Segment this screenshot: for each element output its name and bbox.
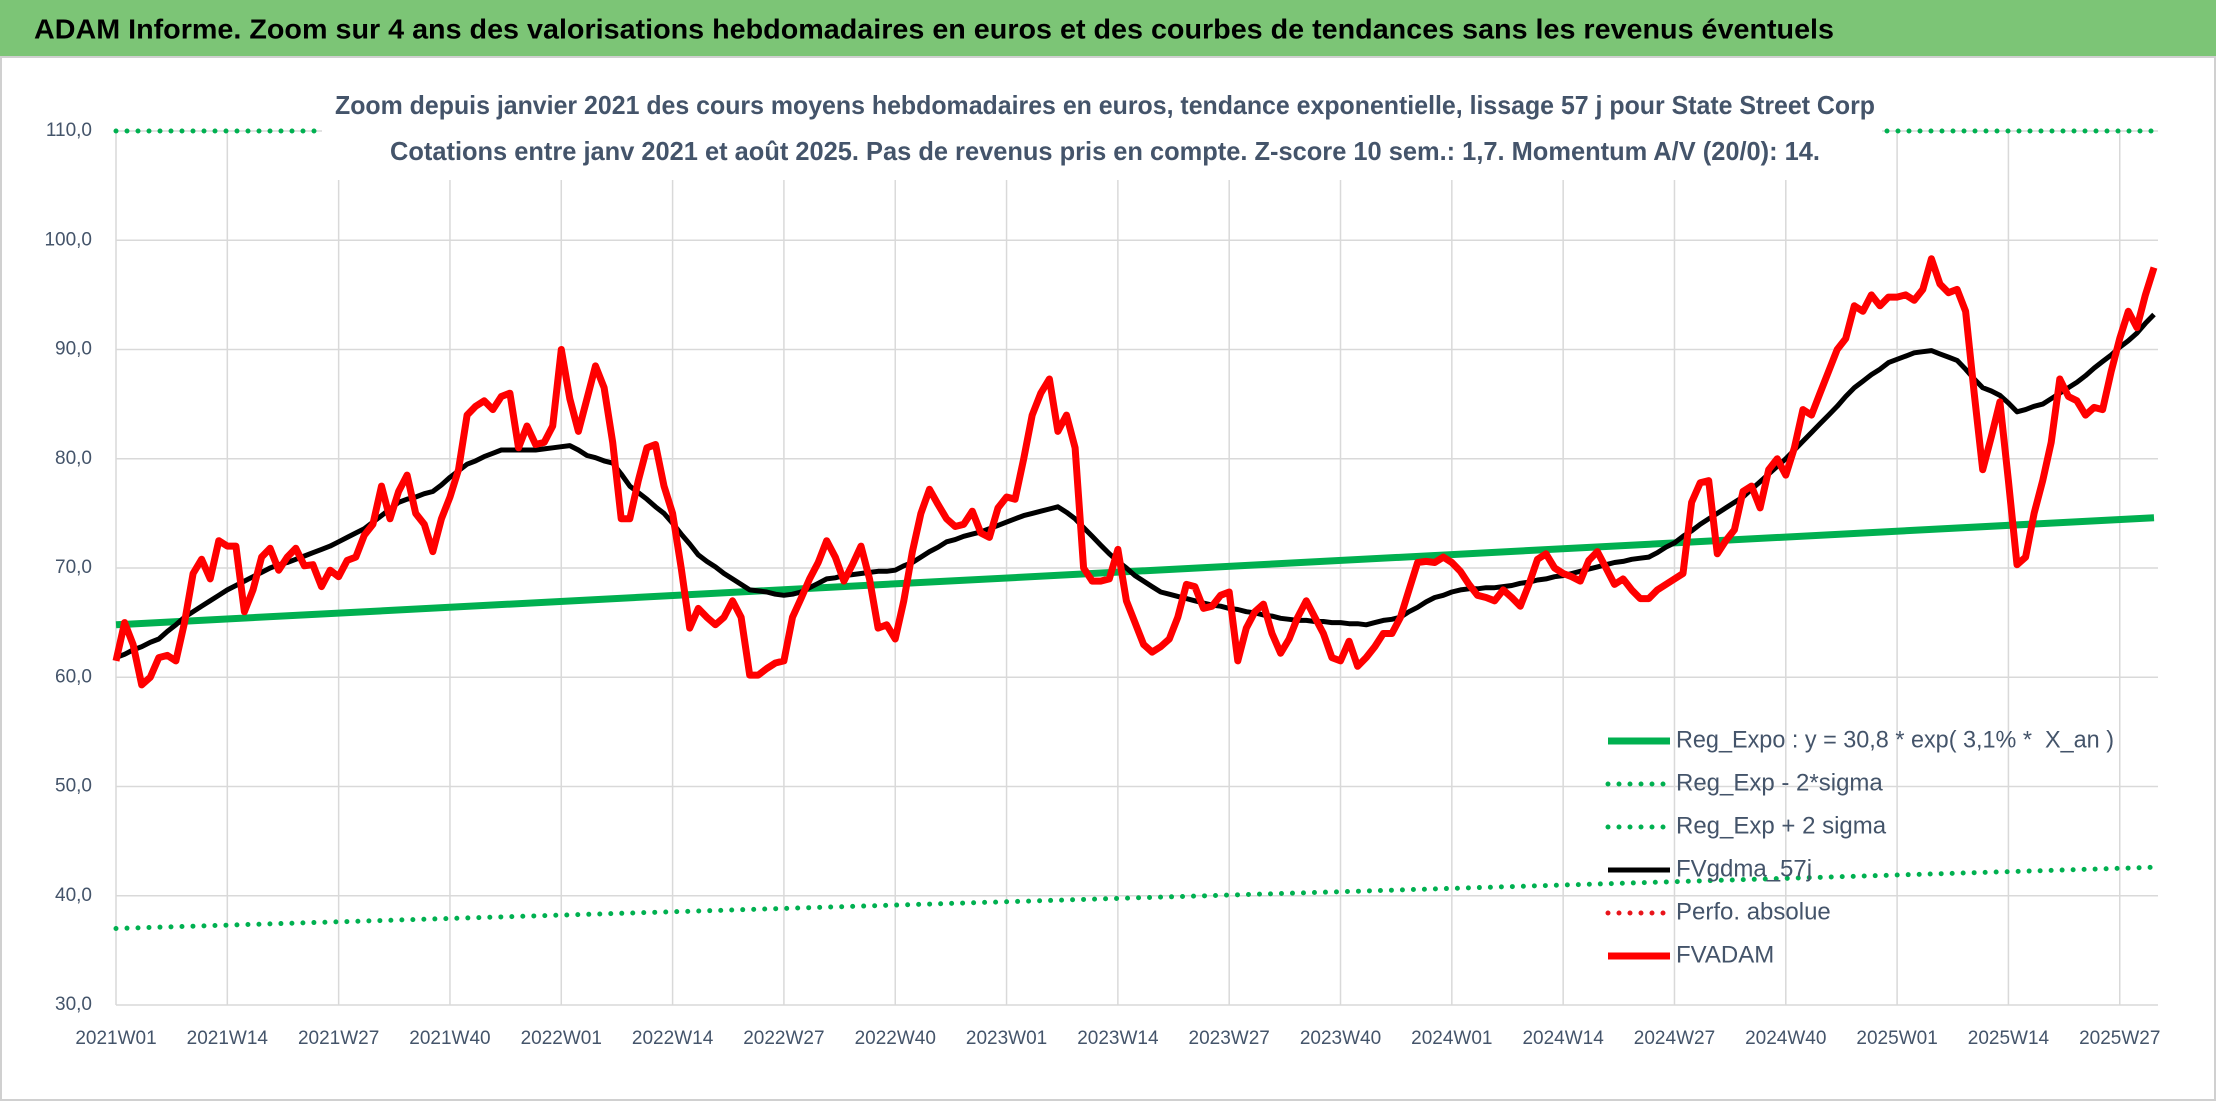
y-tick-label: 80,0 bbox=[55, 448, 92, 469]
y-tick-label: 40,0 bbox=[55, 885, 92, 906]
y-tick-label: 100,0 bbox=[44, 229, 92, 250]
y-tick-label: 110,0 bbox=[46, 120, 92, 141]
series-line bbox=[115, 514, 2155, 629]
x-tick-label: 2024W27 bbox=[1634, 1028, 1715, 1049]
header-title: ADAM Informe. Zoom sur 4 ans des valoris… bbox=[34, 13, 1834, 44]
legend-label: FVADAM bbox=[1676, 941, 1774, 968]
x-tick-label: 2023W27 bbox=[1189, 1028, 1270, 1049]
x-tick-label: 2025W27 bbox=[2079, 1028, 2160, 1049]
x-tick-label: 2022W14 bbox=[632, 1028, 714, 1049]
y-tick-label: 60,0 bbox=[55, 666, 92, 687]
x-tick-label: 2024W01 bbox=[1411, 1028, 1492, 1049]
legend-label: Reg_Exp - 2*sigma bbox=[1676, 769, 1883, 796]
x-tick-label: 2023W14 bbox=[1077, 1028, 1159, 1049]
x-tick-label: 2021W27 bbox=[298, 1028, 379, 1049]
series-line bbox=[112, 255, 2158, 689]
x-tick-label: 2022W27 bbox=[743, 1028, 824, 1049]
x-tick-label: 2022W40 bbox=[855, 1028, 936, 1049]
y-tick-label: 30,0 bbox=[55, 994, 92, 1015]
x-tick-label: 2022W01 bbox=[521, 1028, 602, 1049]
x-tick-label: 2021W40 bbox=[409, 1028, 490, 1049]
subtitle-bg bbox=[322, 84, 1882, 180]
legend: Reg_Expo : y = 30,8 * exp( 3,1% * X_an )… bbox=[1605, 726, 2114, 968]
x-tick-label: 2025W01 bbox=[1856, 1028, 1937, 1049]
series-line bbox=[113, 864, 2157, 931]
x-tick-label: 2025W14 bbox=[1968, 1028, 2050, 1049]
y-tick-label: 70,0 bbox=[55, 557, 92, 578]
header-bar bbox=[0, 0, 2216, 57]
x-tick-label: 2024W40 bbox=[1745, 1028, 1826, 1049]
x-tick-label: 2021W14 bbox=[187, 1028, 269, 1049]
x-tick-label: 2023W40 bbox=[1300, 1028, 1381, 1049]
x-tick-label: 2024W14 bbox=[1522, 1028, 1604, 1049]
legend-label: Reg_Expo : y = 30,8 * exp( 3,1% * X_an ) bbox=[1676, 726, 2114, 753]
legend-label: Perfo. absolue bbox=[1676, 898, 1831, 925]
subtitle: Zoom depuis janvier 2021 des cours moyen… bbox=[335, 90, 1875, 120]
y-tick-label: 90,0 bbox=[55, 339, 92, 360]
y-tick-label: 50,0 bbox=[55, 776, 92, 797]
x-tick-label: 2023W01 bbox=[966, 1028, 1047, 1049]
x-tick-label: 2021W01 bbox=[75, 1028, 156, 1049]
legend-label: FVgdma_57j bbox=[1676, 855, 1812, 882]
subtitle: Cotations entre janv 2021 et août 2025. … bbox=[390, 136, 1820, 166]
legend-label: Reg_Exp + 2 sigma bbox=[1676, 812, 1887, 839]
